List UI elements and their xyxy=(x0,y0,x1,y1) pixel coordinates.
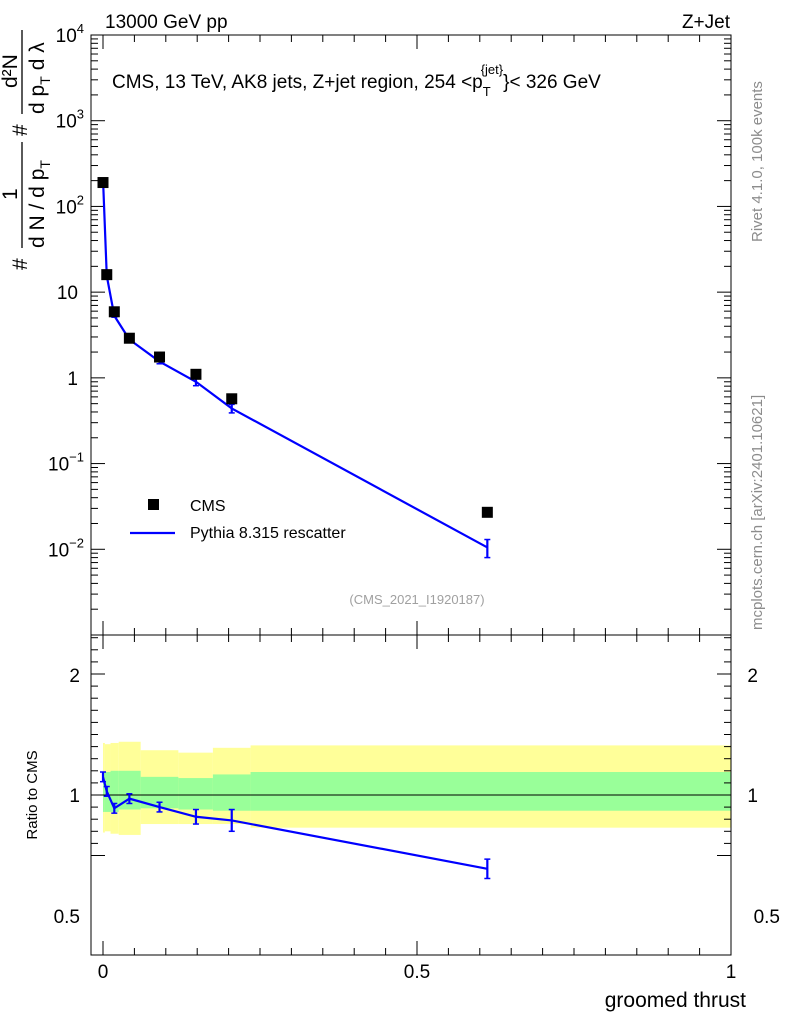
main-y-ticks xyxy=(91,38,731,636)
cms-point xyxy=(123,332,135,344)
ratio-ytick-label-1-right: 1 xyxy=(747,786,758,807)
main-title-sub: T xyxy=(483,84,491,99)
ylabel-dpt-sub: T xyxy=(37,76,53,85)
main-ytick-label: 10−1 xyxy=(48,450,84,476)
main-ytick-label: 10−2 xyxy=(48,535,84,561)
ratio-xtick-label-0.5: 0.5 xyxy=(404,962,430,983)
ytick-exponent: 4 xyxy=(77,21,84,36)
ratio-error-bars xyxy=(100,771,491,880)
ratio-ytick-label-1-left: 1 xyxy=(69,786,80,807)
analysis-annotation: (CMS_2021_I1920187) xyxy=(349,592,484,607)
ratio-ytick-label-0.5-right: 0.5 xyxy=(754,907,780,928)
ratio-ticks xyxy=(91,635,732,955)
ytick-base: 10 xyxy=(48,455,69,476)
main-title-end: }< 326 GeV xyxy=(503,72,601,93)
ytick-base: 10 xyxy=(57,283,78,304)
ytick-exponent: −1 xyxy=(69,450,84,465)
cms-point xyxy=(97,177,109,189)
main-ytick-label: 103 xyxy=(56,107,84,133)
ytick-base: 10 xyxy=(56,26,77,47)
pythia-error-bars xyxy=(103,274,491,559)
ytick-exponent: 3 xyxy=(77,107,84,122)
ratio-band-green xyxy=(103,772,105,812)
ratio-ytick-label-2-right: 2 xyxy=(747,666,758,687)
ytick-base: 10 xyxy=(56,112,77,133)
ratio-band-green xyxy=(110,770,119,812)
cms-markers xyxy=(97,177,493,518)
main-ytick-label: 10 xyxy=(57,283,78,304)
main-title: CMS, 13 TeV, AK8 jets, Z+jet region, 254… xyxy=(112,62,601,99)
ratio-bands xyxy=(103,741,731,835)
main-title-sup: {jet} xyxy=(481,62,504,77)
main-ytick-label: 104 xyxy=(56,21,84,47)
main-title-text: CMS, 13 TeV, AK8 jets, Z+jet region, 254… xyxy=(112,72,483,93)
ylabel-dn-text: d N / d p xyxy=(26,169,49,248)
ylabel-hash1: # xyxy=(9,258,32,270)
legend-cms-marker xyxy=(148,499,159,510)
cms-point xyxy=(481,506,493,518)
ratio-xtick-label-0: 0 xyxy=(98,962,109,983)
ratio-panel: 0.5 1 2 0.5 1 2 0 0.5 1 Ratio to CMS gro… xyxy=(24,634,780,1012)
ratio-ytick-label-0.5-left: 0.5 xyxy=(54,907,80,928)
ratio-pythia-line xyxy=(101,776,488,870)
ytick-exponent: −2 xyxy=(69,535,84,550)
ratio-xtick-label-1: 1 xyxy=(726,962,737,983)
ylabel-dpt: d pTd λ xyxy=(26,42,53,114)
ylabel-one: 1 xyxy=(0,188,22,200)
main-y-label: # 1 d N / d pT # d²N d pTd λ xyxy=(0,30,53,270)
legend-cms-label: CMS xyxy=(190,498,226,515)
ratio-ytick-label-2-left: 2 xyxy=(69,666,80,687)
ytick-base: 10 xyxy=(48,540,69,561)
ylabel-dlambda: d λ xyxy=(26,42,49,71)
main-frame xyxy=(90,34,732,636)
ratio-band-green xyxy=(178,778,213,810)
ratio-band-green xyxy=(212,774,251,811)
main-x-ticks xyxy=(102,35,732,635)
main-ytick-label: 1 xyxy=(67,369,78,390)
ytick-base: 10 xyxy=(56,197,77,218)
header-left-title: 13000 GeV pp xyxy=(105,12,228,33)
cms-point xyxy=(190,368,202,380)
rivet-side-label: Rivet 4.1.0, 100k events xyxy=(749,81,766,242)
ytick-base: 1 xyxy=(67,369,78,390)
legend-pythia-label: Pythia 8.315 rescatter xyxy=(190,525,346,542)
main-ytick-label: 102 xyxy=(56,192,84,218)
ylabel-hash2: # xyxy=(9,124,32,136)
ylabel-dpt-text: d p xyxy=(26,85,49,114)
ratio-y-label: Ratio to CMS xyxy=(24,750,41,839)
ylabel-dn-sub: T xyxy=(37,160,53,169)
cms-point xyxy=(108,306,120,318)
ytick-exponent: 2 xyxy=(77,192,84,207)
ylabel-dn: d N / d pT xyxy=(26,160,53,248)
ylabel-d2n: d²N xyxy=(0,54,22,88)
x-axis-label: groomed thrust xyxy=(605,989,746,1012)
cms-point xyxy=(226,393,238,405)
pythia-line xyxy=(101,178,488,549)
mcplots-side-label: mcplots.cern.ch [arXiv:2401.10621] xyxy=(749,395,766,630)
cms-point xyxy=(101,269,113,281)
header-right-title: Z+Jet xyxy=(682,12,731,33)
cms-point xyxy=(154,351,166,363)
ratio-band-green xyxy=(250,772,731,811)
